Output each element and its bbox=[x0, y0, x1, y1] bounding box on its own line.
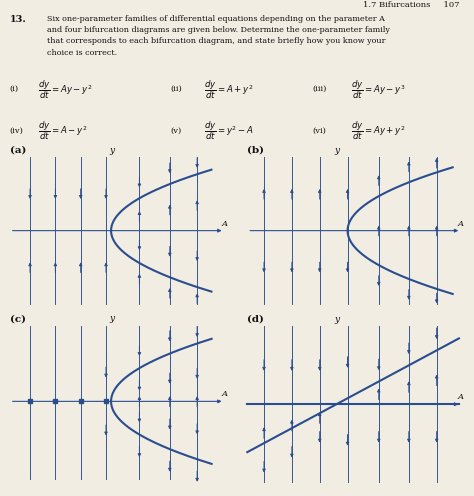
Text: (vi): (vi) bbox=[313, 127, 327, 135]
Text: (ii): (ii) bbox=[171, 85, 182, 93]
Text: $\dfrac{dy}{dt} = Ay - y^2$: $\dfrac{dy}{dt} = Ay - y^2$ bbox=[38, 78, 92, 101]
Text: 13.: 13. bbox=[9, 15, 26, 24]
Text: y: y bbox=[334, 146, 339, 155]
Text: A: A bbox=[221, 220, 228, 228]
Text: (v): (v) bbox=[171, 127, 182, 135]
Text: A: A bbox=[458, 393, 464, 401]
Text: $\dfrac{dy}{dt} = A - y^2$: $\dfrac{dy}{dt} = A - y^2$ bbox=[38, 120, 87, 142]
Text: (d): (d) bbox=[247, 314, 264, 323]
Text: (iii): (iii) bbox=[313, 85, 327, 93]
Text: 1.7 Bifurcations     107: 1.7 Bifurcations 107 bbox=[363, 1, 460, 9]
Text: $\dfrac{dy}{dt} = A + y^2$: $\dfrac{dy}{dt} = A + y^2$ bbox=[204, 78, 253, 101]
Text: y: y bbox=[334, 314, 339, 323]
Text: A: A bbox=[221, 390, 228, 398]
Text: $\dfrac{dy}{dt} = Ay - y^3$: $\dfrac{dy}{dt} = Ay - y^3$ bbox=[351, 78, 405, 101]
Text: (iv): (iv) bbox=[9, 127, 23, 135]
Text: (a): (a) bbox=[10, 146, 26, 155]
Text: y: y bbox=[109, 314, 114, 323]
Text: $\dfrac{dy}{dt} = Ay + y^2$: $\dfrac{dy}{dt} = Ay + y^2$ bbox=[351, 120, 405, 142]
Text: (c): (c) bbox=[10, 314, 26, 323]
Text: A: A bbox=[458, 220, 464, 228]
Text: y: y bbox=[109, 146, 114, 155]
Text: (i): (i) bbox=[9, 85, 18, 93]
Text: Six one-parameter families of differential equations depending on the parameter : Six one-parameter families of differenti… bbox=[47, 15, 390, 57]
Text: $\dfrac{dy}{dt} = y^2 - A$: $\dfrac{dy}{dt} = y^2 - A$ bbox=[204, 120, 254, 142]
Text: (b): (b) bbox=[247, 146, 264, 155]
